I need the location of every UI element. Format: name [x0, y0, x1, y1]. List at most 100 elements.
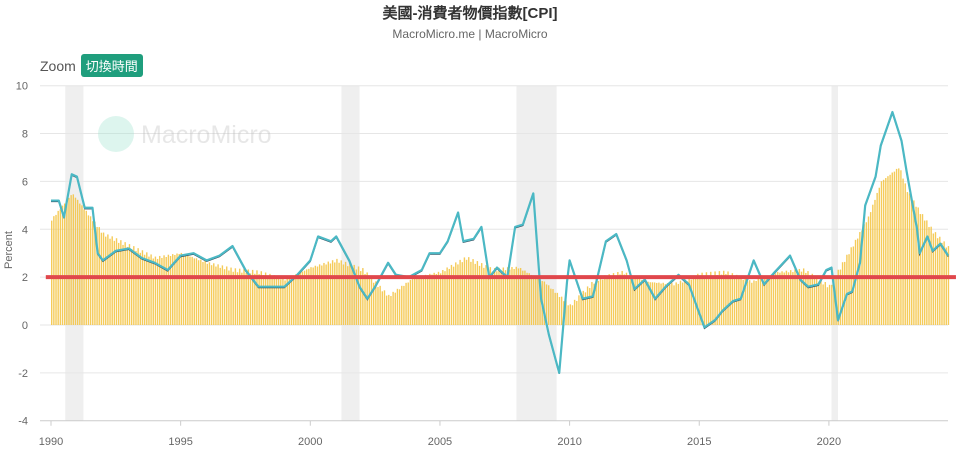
core-cpi-bar	[943, 241, 945, 325]
core-cpi-bar	[805, 272, 807, 325]
core-cpi-bar	[567, 305, 569, 325]
core-cpi-bar	[74, 197, 77, 325]
core-cpi-bar	[552, 289, 554, 325]
core-cpi-bar	[197, 260, 200, 325]
core-cpi-bar	[120, 240, 122, 325]
core-cpi-bar	[511, 267, 513, 325]
core-cpi-bar	[831, 284, 833, 325]
core-cpi-bar	[777, 271, 779, 325]
core-cpi-bar	[537, 278, 539, 325]
chart-subtitle: MacroMicro.me | MacroMicro	[392, 27, 548, 41]
core-cpi-bar	[172, 254, 174, 325]
core-cpi-bar	[457, 264, 459, 325]
core-cpi-bar	[688, 277, 690, 325]
core-cpi-bar	[898, 168, 900, 325]
core-cpi-bar	[405, 282, 407, 325]
core-cpi-bar	[867, 216, 870, 325]
core-cpi-bar	[651, 282, 654, 325]
core-cpi-bar	[701, 272, 703, 325]
core-cpi-bar	[783, 272, 785, 325]
core-cpi-bar	[493, 268, 496, 325]
core-cpi-bar	[869, 212, 872, 325]
core-cpi-bar	[398, 289, 401, 325]
core-cpi-bar	[310, 267, 312, 325]
x-tick-label: 1995	[168, 436, 192, 448]
core-cpi-bar	[117, 242, 120, 325]
core-cpi-bar	[68, 197, 70, 325]
core-cpi-bar	[256, 270, 258, 325]
core-cpi-bar	[911, 199, 913, 325]
core-cpi-bar	[251, 269, 254, 325]
core-cpi-bar	[206, 263, 208, 325]
core-cpi-bar	[725, 274, 727, 325]
core-cpi-bar	[135, 250, 137, 325]
zoom-controls: Zoom 切換時間	[40, 54, 143, 77]
core-cpi-bar	[396, 288, 399, 325]
core-cpi-bar	[675, 282, 677, 325]
core-cpi-bar	[381, 291, 384, 325]
core-cpi-bar	[305, 269, 308, 325]
core-cpi-bar	[707, 275, 710, 325]
core-cpi-bar	[111, 236, 113, 325]
core-cpi-bar	[891, 172, 893, 325]
core-cpi-bar	[742, 279, 744, 325]
core-cpi-bar	[152, 258, 154, 325]
core-cpi-bar	[141, 250, 144, 325]
core-cpi-bar	[236, 272, 239, 325]
core-cpi-bar	[146, 252, 148, 325]
core-cpi-bar	[787, 272, 790, 325]
core-cpi-bar	[344, 261, 347, 325]
core-cpi-bar	[277, 276, 280, 325]
core-cpi-bar	[673, 285, 675, 325]
core-cpi-bar	[699, 276, 701, 325]
core-cpi-bar	[388, 294, 390, 325]
core-cpi-bar	[264, 272, 267, 325]
core-cpi-bar	[936, 238, 939, 325]
core-cpi-bar	[167, 254, 170, 325]
core-cpi-bar	[226, 266, 228, 325]
core-cpi-bar	[506, 267, 509, 325]
core-cpi-bar	[580, 296, 582, 325]
core-cpi-bar	[267, 276, 269, 325]
core-cpi-bar	[802, 268, 805, 325]
core-cpi-bar	[926, 220, 928, 325]
core-cpi-bar	[798, 268, 801, 325]
core-cpi-bar	[608, 274, 610, 325]
core-cpi-bar	[612, 273, 615, 325]
switch-time-button[interactable]: 切換時間	[80, 54, 143, 77]
core-cpi-bar	[768, 275, 770, 325]
core-cpi-bar	[530, 274, 533, 325]
core-cpi-bar	[232, 271, 234, 325]
core-cpi-bar	[599, 276, 602, 325]
core-cpi-bar	[822, 284, 824, 325]
core-cpi-bar	[790, 270, 792, 325]
core-cpi-bar	[519, 267, 522, 325]
core-cpi-bar	[221, 265, 224, 325]
core-cpi-bar	[550, 288, 552, 325]
core-cpi-bar	[863, 224, 865, 325]
core-cpi-bar	[781, 271, 783, 325]
core-cpi-bar	[92, 221, 94, 325]
core-cpi-bar	[893, 171, 896, 325]
core-cpi-bar	[383, 290, 386, 325]
core-cpi-bar	[347, 266, 349, 325]
core-cpi-bar	[385, 295, 388, 325]
core-cpi-bar	[489, 267, 492, 325]
core-cpi-bar	[143, 254, 146, 325]
core-cpi-bar	[878, 187, 880, 325]
core-cpi-bar	[653, 282, 656, 325]
watermark-text: MacroMicro	[141, 121, 272, 149]
core-cpi-bar	[180, 252, 183, 325]
core-cpi-bar	[234, 268, 237, 325]
core-cpi-bar	[554, 292, 556, 325]
core-cpi-bar	[243, 269, 245, 325]
core-cpi-bar	[906, 192, 909, 325]
core-cpi-bar	[122, 244, 124, 325]
core-cpi-bar	[526, 272, 528, 325]
core-cpi-bar	[498, 267, 500, 325]
watermark: MacroMicro	[98, 116, 272, 152]
core-cpi-bar	[573, 299, 576, 325]
core-cpi-bar	[303, 270, 306, 325]
core-cpi-bar	[932, 233, 935, 325]
